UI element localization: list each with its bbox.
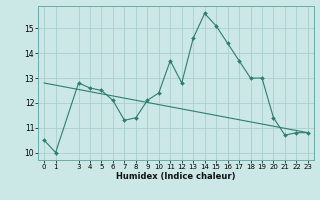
X-axis label: Humidex (Indice chaleur): Humidex (Indice chaleur) bbox=[116, 172, 236, 181]
